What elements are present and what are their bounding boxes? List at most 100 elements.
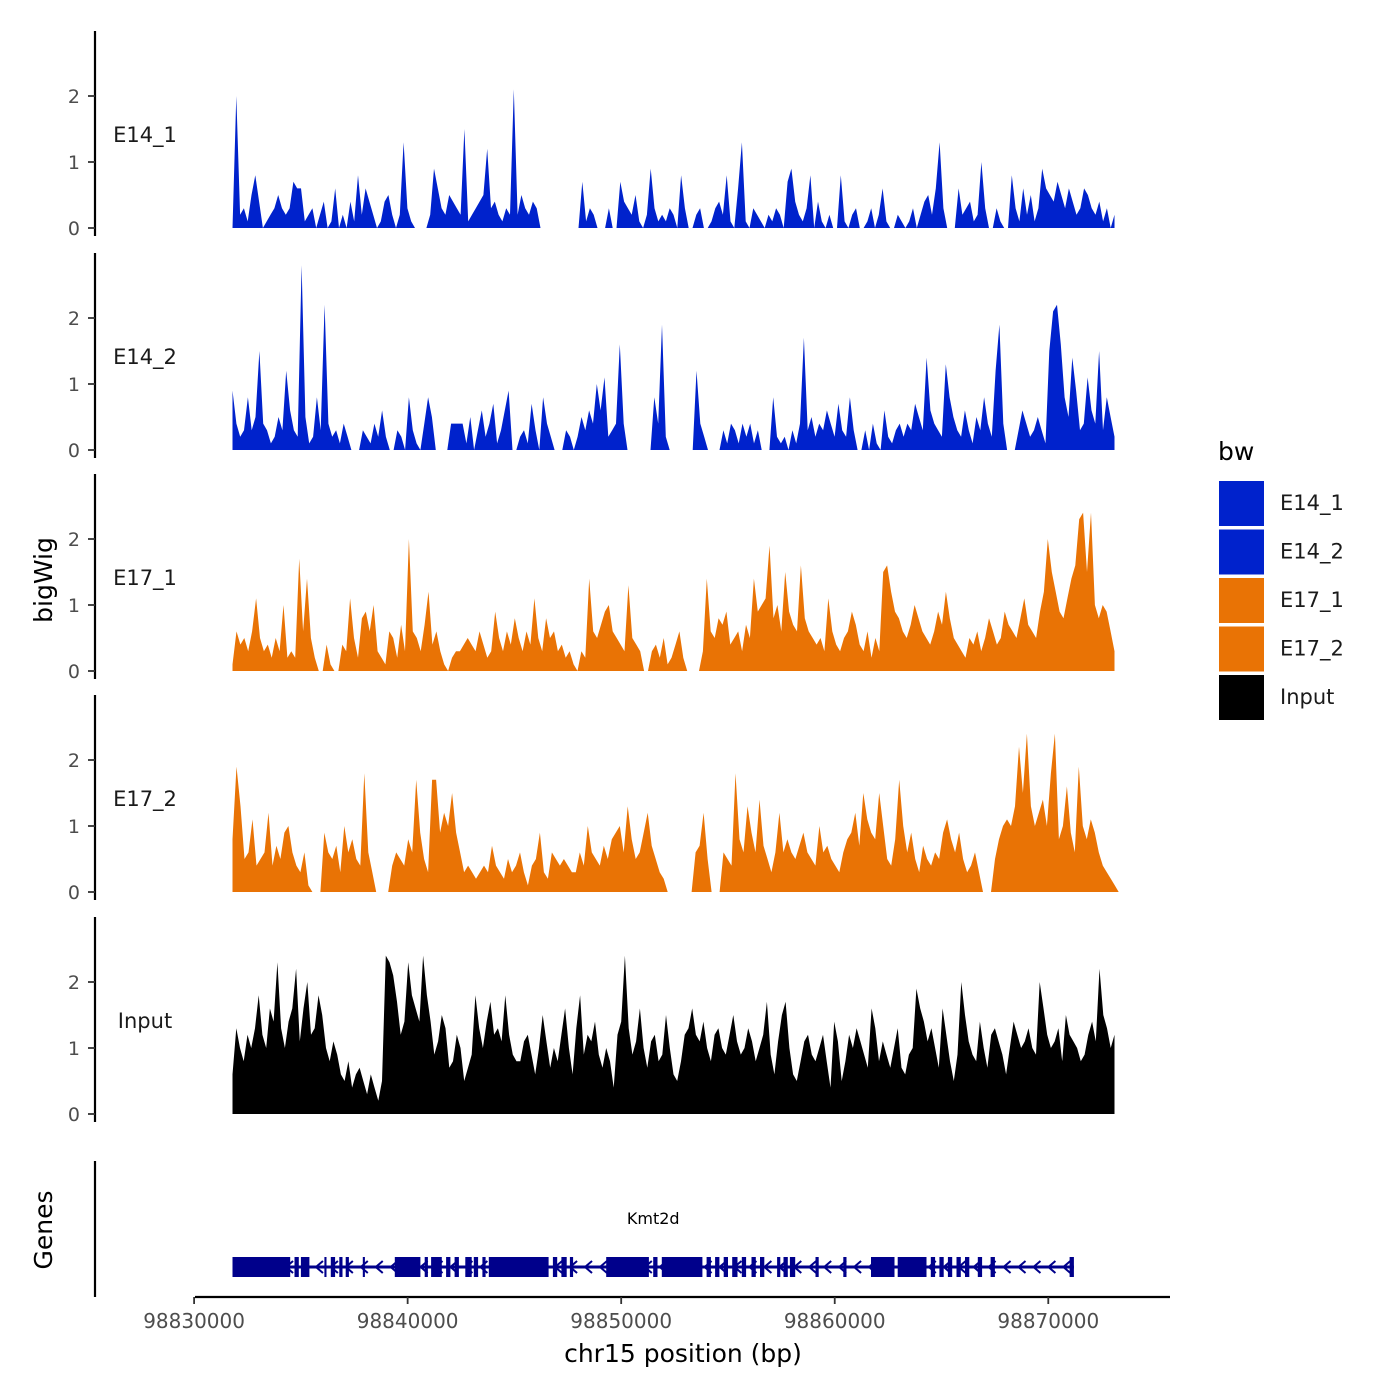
gene-exon [345, 1257, 349, 1277]
track-E17_2: 0 1 2 E17_2 [68, 695, 1119, 904]
gene-exon [715, 1257, 720, 1277]
gene-exon [939, 1257, 944, 1277]
gene-exon [473, 1257, 479, 1277]
legend-label: E14_2 [1280, 540, 1344, 565]
legend-title: bw [1218, 437, 1254, 466]
x-tick-label: 98860000 [784, 1309, 886, 1333]
legend-entries: E14_1 E14_2 E17_1 E17_2 Input [1219, 481, 1344, 720]
strand-arrow [1046, 1260, 1057, 1274]
strand-arrow [762, 1260, 773, 1274]
legend-swatch [1219, 529, 1264, 575]
gene-exon [339, 1257, 343, 1277]
gene-exon [661, 1257, 703, 1277]
y-tick-label: 0 [68, 218, 80, 240]
y-tick-label: 2 [68, 86, 80, 108]
gene-panel: Kmt2d [93, 1161, 1074, 1297]
y-tick-label: 1 [68, 816, 80, 838]
gene-exon [324, 1257, 327, 1277]
legend-swatch [1219, 626, 1264, 672]
legend-label: E17_1 [1280, 588, 1344, 613]
gene-exon [777, 1257, 781, 1277]
track-E17_1: 0 1 2 E17_1 [68, 474, 1115, 683]
y-tick-label: 0 [68, 440, 80, 462]
legend-entry-E14_1: E14_1 [1219, 481, 1344, 526]
x-tick-label: 98870000 [997, 1309, 1099, 1333]
gene-exon [956, 1257, 961, 1277]
track-label: E17_1 [113, 566, 177, 591]
gene-exon [990, 1257, 995, 1277]
legend-label: E17_2 [1280, 637, 1344, 662]
area-E17_1 [232, 512, 1115, 671]
y-tick-label: 0 [68, 1104, 80, 1126]
gene-exon [897, 1257, 927, 1277]
gene-exon [394, 1257, 421, 1277]
y-tick-label: 2 [68, 750, 80, 772]
strand-arrow [583, 1260, 593, 1274]
strand-arrow [1002, 1260, 1012, 1274]
gene-exon [965, 1257, 970, 1277]
gene-exon [446, 1257, 451, 1277]
gene-exon [294, 1257, 299, 1277]
legend-label: Input [1280, 685, 1334, 709]
track-label: E14_1 [113, 123, 177, 148]
legend-label: E14_1 [1280, 491, 1344, 516]
track-E14_1: 0 1 2 E14_1 [68, 31, 1115, 240]
strand-arrow [1031, 1260, 1042, 1274]
area-E17_2 [232, 733, 1119, 892]
strand-arrow [1061, 1260, 1072, 1274]
y-axis-title: bigWig [29, 537, 58, 623]
gene-exon [653, 1257, 658, 1277]
strand-arrow [314, 1260, 324, 1274]
y-tick-label: 1 [68, 374, 80, 396]
gene-exon [606, 1257, 649, 1277]
y-tick-label: 1 [68, 152, 80, 174]
gene-exon [552, 1257, 558, 1277]
legend-swatch [1219, 578, 1264, 623]
gene-exon [930, 1257, 936, 1277]
gene-exon [482, 1257, 486, 1277]
gene-exon [815, 1257, 819, 1277]
gene-exon [424, 1257, 428, 1277]
gene-exon [431, 1257, 442, 1277]
track-Input: 0 1 2 Input [68, 917, 1115, 1126]
track-label: E17_2 [113, 787, 177, 812]
gene-exon [977, 1257, 983, 1277]
gene-exon [488, 1257, 549, 1277]
gene-exon [465, 1257, 472, 1277]
legend-entry-E17_2: E17_2 [1219, 626, 1344, 672]
area-E14_1 [232, 89, 1115, 229]
legend: bw E14_1 E14_2 E17_1 E17_2 Input [1218, 437, 1344, 720]
gene-exon [723, 1257, 728, 1277]
gene-exon [330, 1257, 336, 1277]
gene-exon [569, 1257, 574, 1277]
gene-exon [732, 1257, 738, 1277]
gene-exon [741, 1257, 747, 1277]
gene-exon [789, 1257, 796, 1277]
legend-entry-E17_1: E17_1 [1219, 578, 1344, 623]
x-axis: 98830000 98840000 98850000 98860000 98870000 [143, 1295, 1170, 1333]
legend-swatch [1219, 675, 1264, 720]
x-tick-label: 98830000 [143, 1309, 245, 1333]
legend-swatch [1219, 481, 1264, 526]
strand-arrow [1016, 1260, 1027, 1274]
x-tick-label: 98840000 [357, 1309, 459, 1333]
gene-name: Kmt2d [627, 1209, 680, 1228]
gene-exon [843, 1257, 847, 1277]
y-tick-label: 1 [68, 1038, 80, 1060]
gene-exon [751, 1257, 756, 1277]
gene-exon [1069, 1257, 1074, 1277]
strand-arrow [807, 1260, 817, 1274]
strand-arrow [598, 1260, 608, 1274]
gene-exon [454, 1257, 459, 1277]
track-panels: 0 1 2 E14_1 0 1 2 E14_2 0 1 2 E17_1 0 1 2 E17_2 0 1 2 Input [68, 31, 1119, 1126]
y-tick-label: 1 [68, 595, 80, 617]
gene-exon [362, 1257, 365, 1277]
genes-axis-title: Genes [29, 1190, 58, 1269]
gene-exon [760, 1257, 765, 1277]
legend-entry-E14_2: E14_2 [1219, 529, 1344, 575]
y-tick-label: 2 [68, 972, 80, 994]
gene-exon [561, 1257, 567, 1277]
x-axis-title: chr15 position (bp) [564, 1339, 802, 1368]
gene-exon [232, 1257, 291, 1277]
